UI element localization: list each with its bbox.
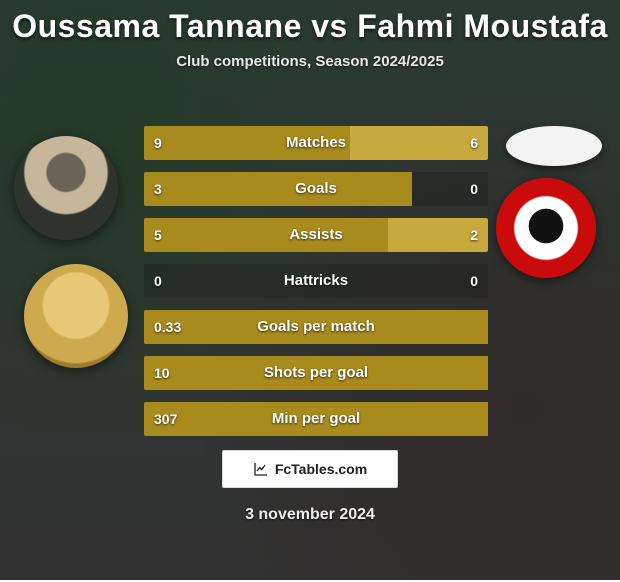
stat-label: Hattricks — [144, 264, 488, 298]
value-right: 6 — [470, 126, 478, 160]
value-right: 0 — [470, 264, 478, 298]
stat-row: 10Shots per goal — [144, 356, 488, 390]
stat-row: 0Hattricks0 — [144, 264, 488, 298]
player2-flag — [506, 126, 602, 166]
source-badge[interactable]: FcTables.com — [222, 450, 398, 488]
date-label: 3 november 2024 — [6, 506, 614, 524]
stat-label: Matches — [144, 126, 488, 160]
stat-label: Goals per match — [144, 310, 488, 344]
stat-row: 9Matches6 — [144, 126, 488, 160]
stats-rows: 9Matches63Goals05Assists20Hattricks00.33… — [144, 126, 488, 448]
page-title: Oussama Tannane vs Fahmi Moustafa — [6, 8, 614, 45]
content: Oussama Tannane vs Fahmi Moustafa Club c… — [6, 8, 614, 582]
value-right: 0 — [470, 172, 478, 206]
stat-label: Min per goal — [144, 402, 488, 436]
trophy-icon — [24, 264, 128, 368]
player1-avatar — [14, 136, 118, 240]
comparison-card: Oussama Tannane vs Fahmi Moustafa Club c… — [0, 0, 620, 580]
stat-row: 0.33Goals per match — [144, 310, 488, 344]
value-right: 2 — [470, 218, 478, 252]
stat-row: 3Goals0 — [144, 172, 488, 206]
source-label: FcTables.com — [275, 461, 367, 477]
chart-icon — [253, 461, 269, 477]
stat-row: 5Assists2 — [144, 218, 488, 252]
stat-row: 307Min per goal — [144, 402, 488, 436]
stat-label: Goals — [144, 172, 488, 206]
player2-club-badge — [496, 178, 596, 278]
subtitle: Club competitions, Season 2024/2025 — [6, 53, 614, 70]
stat-label: Assists — [144, 218, 488, 252]
stat-label: Shots per goal — [144, 356, 488, 390]
